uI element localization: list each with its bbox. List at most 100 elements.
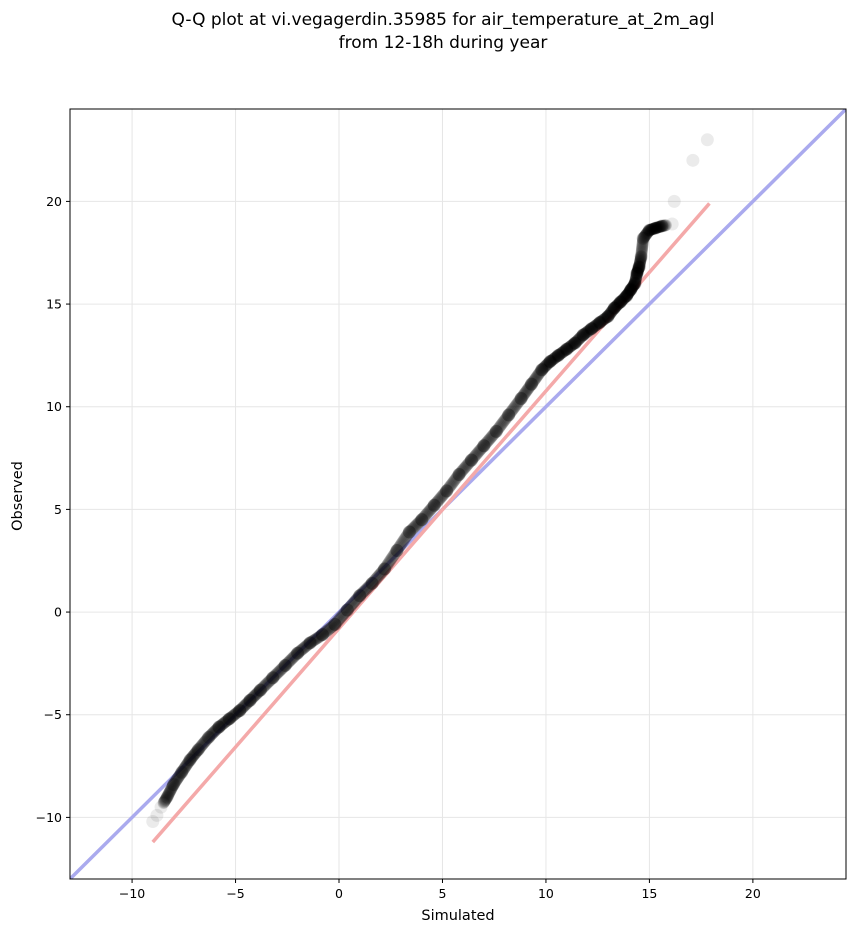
dense-data-point bbox=[435, 491, 448, 504]
dense-data-point bbox=[546, 353, 559, 366]
dense-data-point bbox=[594, 315, 607, 328]
dense-data-point bbox=[162, 787, 175, 800]
dense-data-point bbox=[242, 695, 255, 708]
dense-data-point bbox=[198, 735, 211, 748]
dense-data-point bbox=[313, 630, 326, 643]
dense-data-point bbox=[630, 267, 643, 280]
dense-data-point bbox=[367, 575, 380, 588]
dense-data-point bbox=[633, 256, 646, 269]
dense-data-point bbox=[291, 647, 304, 660]
dense-data-point bbox=[292, 646, 305, 659]
dense-data-point bbox=[560, 343, 573, 356]
dense-data-point bbox=[422, 505, 435, 518]
dense-data-point bbox=[619, 291, 632, 304]
dense-data-point bbox=[402, 527, 415, 540]
dense-data-point bbox=[653, 220, 666, 233]
dense-data-point bbox=[650, 221, 663, 234]
dense-data-point bbox=[163, 785, 176, 798]
dense-data-point bbox=[419, 509, 432, 522]
dense-data-point bbox=[386, 550, 399, 563]
dense-data-point bbox=[645, 223, 658, 236]
data-point bbox=[390, 543, 404, 557]
dense-data-point bbox=[456, 464, 469, 477]
dense-data-point bbox=[330, 616, 343, 629]
dense-data-point bbox=[348, 595, 361, 608]
dense-data-point bbox=[531, 370, 544, 383]
dense-data-point bbox=[232, 705, 245, 718]
dense-data-point bbox=[236, 701, 249, 714]
dense-data-point bbox=[319, 626, 332, 639]
dense-data-point bbox=[552, 349, 565, 362]
dense-data-point bbox=[307, 634, 320, 647]
dense-data-point bbox=[571, 334, 584, 347]
dense-data-point bbox=[199, 735, 212, 748]
dense-data-point bbox=[561, 342, 574, 355]
dense-data-point bbox=[269, 668, 282, 681]
dense-data-point bbox=[213, 720, 226, 733]
dense-data-point bbox=[449, 473, 462, 486]
dense-data-point bbox=[523, 380, 536, 393]
dense-data-point bbox=[600, 311, 613, 324]
dense-data-point bbox=[480, 437, 493, 450]
dense-data-point bbox=[459, 461, 472, 474]
dense-data-point bbox=[335, 610, 348, 623]
dense-data-point bbox=[533, 367, 546, 380]
dense-data-point bbox=[478, 439, 491, 452]
dense-data-point bbox=[443, 481, 456, 494]
dense-data-point bbox=[507, 402, 520, 415]
fit-line bbox=[151, 202, 711, 844]
dense-data-point bbox=[611, 298, 624, 311]
dense-data-point bbox=[585, 322, 598, 335]
dense-data-point bbox=[560, 342, 573, 355]
dense-data-point bbox=[372, 569, 385, 582]
dense-data-point bbox=[540, 359, 553, 372]
dense-data-point bbox=[400, 529, 413, 542]
dense-data-point bbox=[290, 648, 303, 661]
dense-data-point bbox=[590, 319, 603, 332]
dense-data-point bbox=[634, 253, 647, 266]
dense-data-point bbox=[427, 500, 440, 513]
data-point bbox=[514, 392, 528, 406]
y-tick-label: −5 bbox=[44, 707, 62, 722]
dense-data-point bbox=[268, 669, 281, 682]
dense-data-point bbox=[610, 299, 623, 312]
dense-data-point bbox=[551, 350, 564, 363]
dense-data-point bbox=[450, 471, 463, 484]
dense-data-point bbox=[654, 220, 667, 233]
dense-data-point bbox=[336, 610, 349, 623]
dense-data-point bbox=[651, 221, 664, 234]
dense-data-point bbox=[554, 347, 567, 360]
dense-data-point bbox=[237, 700, 250, 713]
dense-data-point bbox=[575, 330, 588, 343]
dense-data-point bbox=[277, 660, 290, 673]
dense-data-point bbox=[193, 742, 206, 755]
dense-data-point bbox=[195, 739, 208, 752]
dense-data-point bbox=[167, 779, 180, 792]
dense-data-point bbox=[610, 300, 623, 313]
dense-data-point bbox=[659, 219, 672, 232]
dense-data-point bbox=[213, 720, 226, 733]
dense-data-point bbox=[528, 374, 541, 387]
dense-data-point bbox=[638, 230, 651, 243]
dense-data-point bbox=[628, 277, 641, 290]
dense-data-point bbox=[308, 633, 321, 646]
dense-data-point bbox=[242, 696, 255, 709]
dense-data-point bbox=[630, 270, 643, 283]
dense-data-point bbox=[206, 727, 219, 740]
dense-data-point bbox=[460, 459, 473, 472]
dense-data-point bbox=[569, 336, 582, 349]
dense-data-point bbox=[445, 478, 458, 491]
dense-data-point bbox=[206, 727, 219, 740]
dense-data-point bbox=[474, 443, 487, 456]
dense-data-point bbox=[550, 350, 563, 363]
dense-data-point bbox=[631, 266, 644, 279]
dense-data-point bbox=[479, 438, 492, 451]
data-point bbox=[655, 219, 669, 233]
dense-data-point bbox=[268, 670, 281, 683]
dense-data-point bbox=[164, 784, 177, 797]
dense-data-point bbox=[339, 606, 352, 619]
data-point bbox=[601, 309, 615, 323]
dense-data-point bbox=[274, 664, 287, 677]
data-point bbox=[524, 377, 538, 391]
dense-data-point bbox=[499, 413, 512, 426]
